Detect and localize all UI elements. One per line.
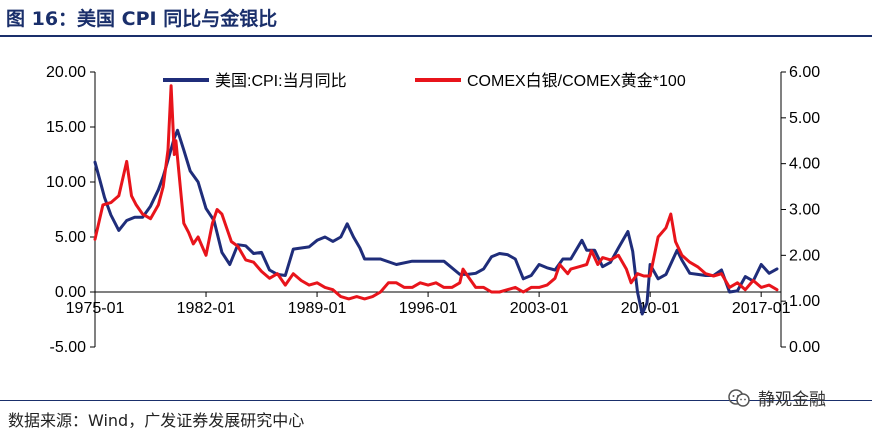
right-axis-tick-label: 5.00 xyxy=(789,110,820,127)
right-axis-tick-label: 4.00 xyxy=(789,156,820,173)
left-axis-tick-label: 0.00 xyxy=(55,284,86,301)
silver-gold-ratio-series-line xyxy=(93,84,779,301)
footer-rule xyxy=(0,400,872,401)
right-axis-tick-label: 6.00 xyxy=(789,64,820,81)
left-axis-tick-label: -5.00 xyxy=(50,339,87,356)
right-axis-tick-label: 2.00 xyxy=(789,247,820,264)
left-axis-tick-label: 20.00 xyxy=(46,64,86,81)
x-axis-tick-label: 1996-01 xyxy=(399,300,458,317)
watermark: 静观金融 xyxy=(726,385,826,410)
x-axis-tick-label: 2017-01 xyxy=(732,300,791,317)
left-axis-tick-label: 10.00 xyxy=(46,174,86,191)
title-rule xyxy=(0,35,872,37)
x-axis-tick-label: 1975-01 xyxy=(66,300,125,317)
wechat-icon xyxy=(728,388,750,407)
x-axis-tick-label: 1982-01 xyxy=(177,300,236,317)
right-axis-tick-label: 3.00 xyxy=(789,202,820,219)
right-axis-tick-label: 0.00 xyxy=(789,339,820,356)
x-axis-tick-label: 2010-01 xyxy=(621,300,680,317)
x-axis-tick-label: 1989-01 xyxy=(288,300,347,317)
right-axis-tick-label: 1.00 xyxy=(789,293,820,310)
watermark-text: 静观金融 xyxy=(758,390,826,410)
line-chart: 20.00 15.00 10.00 5.00 0.00 -5.00 6.00 5.00 4.00… xyxy=(46,64,820,356)
legend: 美国:CPI:当月同比 COMEX白银/COMEX黄金*100 xyxy=(163,72,686,90)
source-note: 数据来源：Wind，广发证券发展研究中心 xyxy=(8,411,305,430)
figure-title: 图 16：美国 CPI 同比与金银比 xyxy=(6,8,278,30)
left-axis-tick-label: 15.00 xyxy=(46,119,86,136)
left-axis-tick-label: 5.00 xyxy=(55,229,86,246)
axes: 20.00 15.00 10.00 5.00 0.00 -5.00 6.00 5.00 4.00… xyxy=(46,64,820,356)
cpi-series-line xyxy=(93,128,779,316)
x-axis-tick-label: 2003-01 xyxy=(510,300,569,317)
series-layer xyxy=(93,84,779,316)
legend-label-cpi: 美国:CPI:当月同比 xyxy=(215,72,347,90)
legend-label-ratio: COMEX白银/COMEX黄金*100 xyxy=(467,72,686,90)
